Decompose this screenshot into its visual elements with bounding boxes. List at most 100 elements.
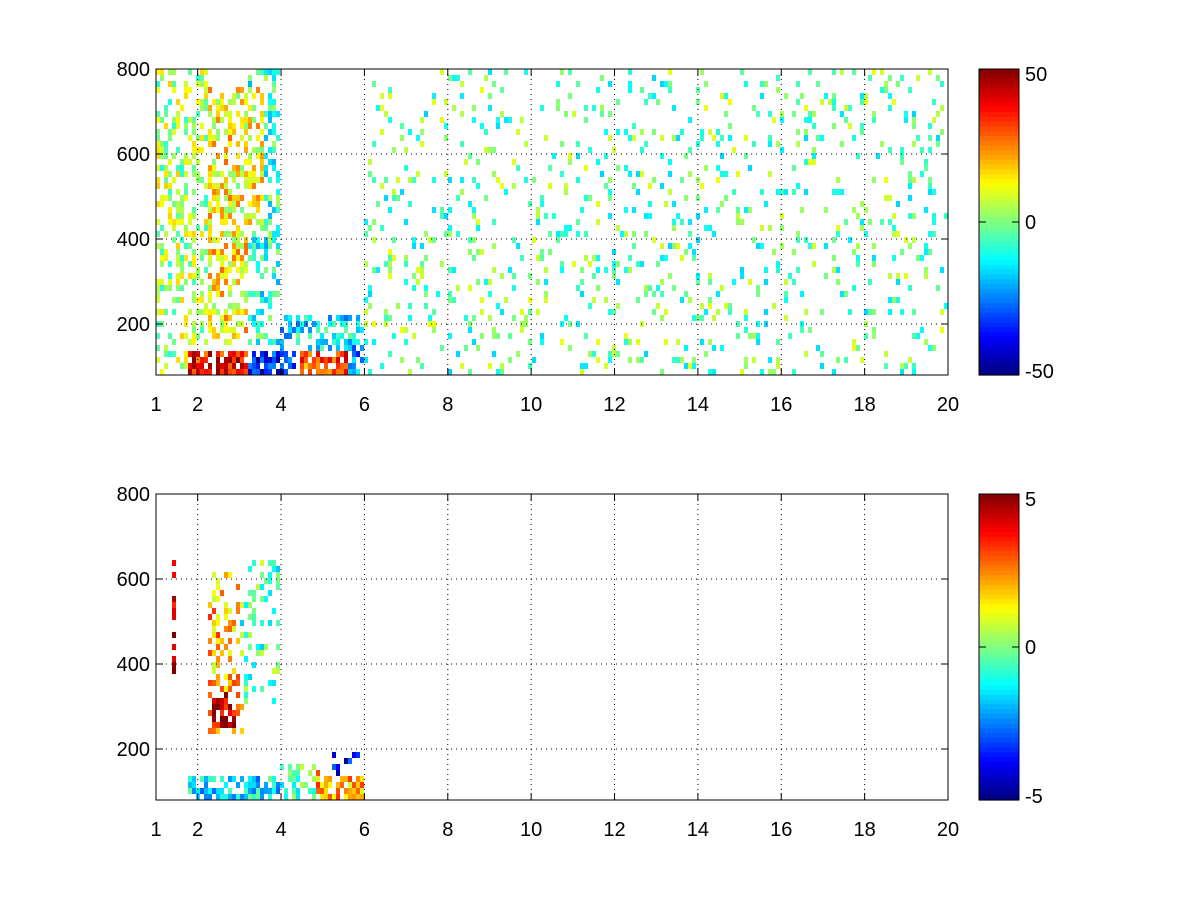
heatmap-cell xyxy=(248,291,252,297)
heatmap-cell xyxy=(388,87,392,93)
heatmap-cell xyxy=(848,237,852,243)
heatmap-cell xyxy=(768,171,772,177)
heatmap-cell xyxy=(244,632,248,638)
heatmap-cell xyxy=(224,207,228,213)
colorbar-step xyxy=(979,135,1019,142)
heatmap-cell xyxy=(228,357,232,363)
heatmap-cell xyxy=(200,135,204,141)
colorbar-step xyxy=(979,236,1019,242)
heatmap-cell xyxy=(204,369,208,375)
colorbar-step xyxy=(979,656,1019,662)
heatmap-cell xyxy=(808,117,812,123)
heatmap-cell xyxy=(272,267,276,273)
heatmap-cell xyxy=(712,231,716,237)
heatmap-cell xyxy=(268,237,272,243)
heatmap-cell xyxy=(668,171,672,177)
heatmap-cell xyxy=(800,93,804,99)
heatmap-cell xyxy=(396,195,400,201)
heatmap-cell xyxy=(208,201,212,207)
heatmap-cell xyxy=(544,297,548,303)
heatmap-cell xyxy=(744,309,748,315)
heatmap-cell xyxy=(596,285,600,291)
heatmap-cell xyxy=(220,171,224,177)
heatmap-cell xyxy=(676,339,680,345)
heatmap-cell xyxy=(700,69,704,75)
heatmap-cell xyxy=(776,87,780,93)
heatmap-cell xyxy=(756,111,760,117)
heatmap-cell xyxy=(316,369,320,375)
heatmap-cell xyxy=(764,309,768,315)
heatmap-cell xyxy=(268,339,272,345)
heatmap-cell xyxy=(232,231,236,237)
heatmap-cell xyxy=(252,183,256,189)
heatmap-cell xyxy=(192,279,196,285)
heatmap-cell xyxy=(312,321,316,327)
heatmap-cell xyxy=(208,728,212,734)
heatmap-cell xyxy=(216,722,220,728)
heatmap-cell xyxy=(668,81,672,87)
heatmap-cell xyxy=(240,231,244,237)
heatmap-cell xyxy=(484,129,488,135)
heatmap-cell xyxy=(184,189,188,195)
heatmap-cell xyxy=(228,99,232,105)
heatmap-cell xyxy=(164,249,168,255)
heatmap-cell xyxy=(456,351,460,357)
heatmap-cell xyxy=(560,171,564,177)
heatmap-cell xyxy=(588,303,592,309)
heatmap-cell xyxy=(568,159,572,165)
heatmap-cell xyxy=(348,788,352,794)
heatmap-cell xyxy=(276,339,280,345)
heatmap-cell xyxy=(216,584,220,590)
y-tick-label: 800 xyxy=(117,59,150,81)
heatmap-cell xyxy=(568,93,572,99)
heatmap-cell xyxy=(316,327,320,333)
heatmap-cell xyxy=(344,339,348,345)
heatmap-cell xyxy=(616,279,620,285)
heatmap-cell xyxy=(420,363,424,369)
heatmap-cell xyxy=(688,297,692,303)
heatmap-cell xyxy=(656,285,660,291)
heatmap-cell xyxy=(512,285,516,291)
heatmap-cell xyxy=(236,584,240,590)
x-tick-label: 6 xyxy=(359,394,370,416)
heatmap-cell xyxy=(260,620,264,626)
heatmap-cell xyxy=(232,327,236,333)
heatmap-cell xyxy=(268,219,272,225)
heatmap-cell xyxy=(720,93,724,99)
heatmap-cell xyxy=(236,602,240,608)
heatmap-cell xyxy=(448,297,452,303)
heatmap-cell xyxy=(928,183,932,189)
heatmap-cell xyxy=(920,327,924,333)
heatmap-cell xyxy=(232,794,236,800)
heatmap-cell xyxy=(244,171,248,177)
heatmap-cell xyxy=(172,596,176,602)
colorbar-step xyxy=(979,336,1019,343)
heatmap-cell xyxy=(260,117,264,123)
heatmap-cell xyxy=(416,135,420,141)
heatmap-cell xyxy=(908,195,912,201)
heatmap-cell xyxy=(184,351,188,357)
heatmap-cell xyxy=(864,333,868,339)
colorbar-step xyxy=(979,761,1019,768)
heatmap-cell xyxy=(236,243,240,249)
heatmap-cell xyxy=(164,105,168,111)
heatmap-cell xyxy=(900,249,904,255)
heatmap-cell xyxy=(904,237,908,243)
heatmap-cell xyxy=(220,183,224,189)
heatmap-cell xyxy=(252,590,256,596)
heatmap-cell xyxy=(220,351,224,357)
heatmap-cell xyxy=(596,267,600,273)
heatmap-cell xyxy=(172,297,176,303)
heatmap-cell xyxy=(272,99,276,105)
heatmap-cell xyxy=(168,273,172,279)
heatmap-cell xyxy=(324,794,328,800)
heatmap-cell xyxy=(232,680,236,686)
heatmap-cell xyxy=(472,213,476,219)
heatmap-cell xyxy=(440,261,444,267)
heatmap-cell xyxy=(232,728,236,734)
heatmap-cell xyxy=(264,237,268,243)
heatmap-cell xyxy=(508,333,512,339)
heatmap-cell xyxy=(256,153,260,159)
heatmap-cell xyxy=(268,363,272,369)
x-tick-label: 14 xyxy=(687,394,709,416)
